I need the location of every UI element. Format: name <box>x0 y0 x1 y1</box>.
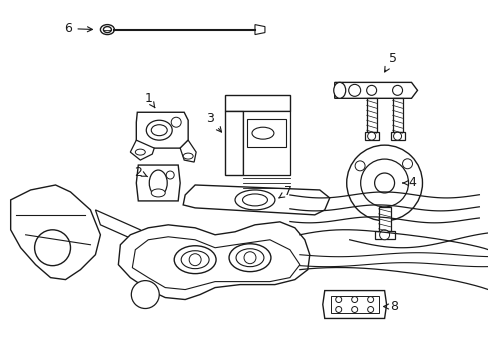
Text: 8: 8 <box>383 300 398 313</box>
Circle shape <box>348 84 360 96</box>
Polygon shape <box>334 82 417 98</box>
Ellipse shape <box>100 24 114 35</box>
Polygon shape <box>243 111 289 175</box>
Polygon shape <box>11 185 100 280</box>
Text: 2: 2 <box>134 166 147 179</box>
Polygon shape <box>180 140 196 162</box>
Ellipse shape <box>235 190 274 210</box>
Polygon shape <box>390 132 404 140</box>
Circle shape <box>360 159 407 207</box>
Circle shape <box>354 161 365 171</box>
Ellipse shape <box>183 153 193 159</box>
Circle shape <box>244 252 255 264</box>
Ellipse shape <box>151 189 165 197</box>
Circle shape <box>131 280 159 309</box>
Polygon shape <box>224 95 289 111</box>
Polygon shape <box>366 98 376 132</box>
Ellipse shape <box>146 120 172 140</box>
Polygon shape <box>130 140 154 160</box>
Circle shape <box>402 159 412 169</box>
Circle shape <box>335 306 341 312</box>
Ellipse shape <box>228 244 270 272</box>
Polygon shape <box>136 112 188 148</box>
Circle shape <box>367 306 373 312</box>
Circle shape <box>35 230 70 266</box>
Ellipse shape <box>149 170 167 196</box>
Circle shape <box>346 145 422 221</box>
Circle shape <box>379 230 389 240</box>
Polygon shape <box>246 119 285 147</box>
Circle shape <box>367 132 375 140</box>
Text: 7: 7 <box>278 185 291 198</box>
Circle shape <box>366 85 376 95</box>
Circle shape <box>392 85 402 95</box>
Ellipse shape <box>242 194 267 206</box>
Polygon shape <box>136 165 180 201</box>
Text: 5: 5 <box>384 52 396 72</box>
Circle shape <box>393 132 401 140</box>
Circle shape <box>189 254 201 266</box>
Circle shape <box>367 297 373 302</box>
Circle shape <box>351 306 357 312</box>
Polygon shape <box>118 222 309 300</box>
Ellipse shape <box>181 251 209 269</box>
Polygon shape <box>183 185 329 215</box>
Polygon shape <box>95 210 145 245</box>
Text: 6: 6 <box>64 22 92 35</box>
Ellipse shape <box>251 127 273 139</box>
Ellipse shape <box>174 246 216 274</box>
Circle shape <box>335 297 341 302</box>
Polygon shape <box>392 98 402 132</box>
Circle shape <box>374 173 394 193</box>
Text: 4: 4 <box>402 176 416 189</box>
Polygon shape <box>374 231 394 239</box>
Polygon shape <box>364 132 378 140</box>
Circle shape <box>351 297 357 302</box>
Polygon shape <box>378 207 390 231</box>
Ellipse shape <box>236 249 264 267</box>
Polygon shape <box>322 291 386 319</box>
Polygon shape <box>330 296 378 314</box>
Polygon shape <box>254 24 264 35</box>
Ellipse shape <box>103 27 111 32</box>
Polygon shape <box>132 237 299 289</box>
Ellipse shape <box>135 149 145 155</box>
Circle shape <box>171 117 181 127</box>
Text: 3: 3 <box>206 112 221 132</box>
Ellipse shape <box>151 125 167 136</box>
Circle shape <box>166 171 174 179</box>
Text: 1: 1 <box>144 92 155 108</box>
Polygon shape <box>224 111 243 175</box>
Ellipse shape <box>333 82 345 98</box>
